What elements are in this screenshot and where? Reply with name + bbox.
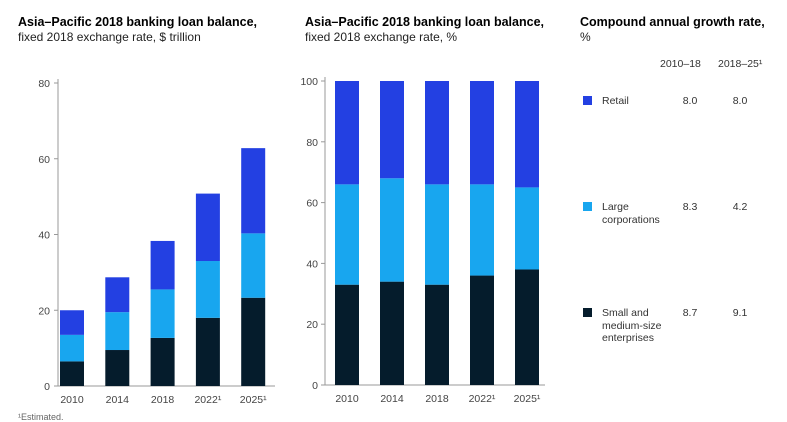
footnote: ¹Estimated. (18, 412, 64, 422)
growth-rate-title-line1: Compound annual growth rate, (580, 15, 765, 29)
left-bar-segment (195, 261, 220, 318)
mid-bar-segment (335, 184, 359, 285)
left-chart-title-line2: fixed 2018 exchange rate, $ trillion (18, 30, 201, 44)
sme-swatch (583, 308, 592, 317)
mid-bar-segment (515, 81, 539, 188)
growth-row-label: Large corporations (602, 201, 660, 226)
left-bar-segment (105, 277, 130, 313)
mid-bar-segment (335, 284, 359, 385)
left-bar-segment (105, 350, 130, 386)
left-x-tick-label: 2014 (106, 394, 130, 406)
left-y-tick-label: 0 (44, 381, 50, 393)
mid-bar-segment (470, 81, 494, 185)
growth-value-2010-18: 8.7 (682, 307, 698, 319)
left-bar-segment (150, 240, 175, 290)
left-x-tick-label: 2010 (60, 394, 84, 406)
left-x-tick-label: 2025¹ (240, 394, 267, 406)
growth-value-2018-25: 8.0 (732, 95, 748, 107)
mid-y-tick-label: 80 (306, 137, 318, 149)
left-bar-segment (241, 233, 266, 298)
left-y-tick-label: 40 (38, 230, 50, 242)
mid-y-tick-label: 100 (300, 76, 318, 88)
growth-rate-title: Compound annual growth rate, % (580, 14, 780, 45)
growth-row-label: Retail (602, 95, 629, 107)
left-y-tick-label: 20 (38, 305, 50, 317)
mid-bar-segment (425, 284, 449, 385)
large-corporations-swatch (583, 202, 592, 211)
left-bar-segment (150, 337, 175, 386)
mid-chart-title-line2: fixed 2018 exchange rate, % (305, 30, 458, 44)
mid-x-tick-label: 2018 (425, 393, 449, 405)
growth-rate-title-line2: % (580, 30, 591, 44)
left-chart-title-line1: Asia–Pacific 2018 banking loan balance, (18, 15, 257, 29)
growth-value-2018-25: 4.2 (732, 201, 748, 213)
mid-x-tick-label: 2014 (380, 393, 404, 405)
mid-bar-segment (380, 178, 404, 282)
left-bar-segment (195, 317, 220, 386)
mid-bar-segment (380, 281, 404, 385)
mid-bar-segment (470, 184, 494, 276)
left-bar-segment (105, 312, 130, 351)
left-y-tick-label: 80 (38, 78, 50, 90)
left-bar-segment (60, 361, 84, 386)
growth-value-2018-25: 9.1 (732, 307, 748, 319)
mid-bar-segment (425, 81, 449, 185)
left-y-tick-label: 60 (38, 154, 50, 166)
growth-header-2010-18: 2010–18 (660, 58, 701, 70)
mid-bar-segment (515, 269, 539, 385)
left-x-tick-label: 2022¹ (194, 394, 221, 406)
mid-y-tick-label: 60 (306, 198, 318, 210)
left-bar-segment (60, 334, 84, 362)
left-bar-segment (241, 148, 266, 234)
left-bar-segment (241, 297, 266, 386)
mid-bar-segment (425, 184, 449, 285)
mid-chart-title: Asia–Pacific 2018 banking loan balance, … (305, 14, 565, 45)
mid-bar-segment (470, 275, 494, 385)
mid-chart-title-line1: Asia–Pacific 2018 banking loan balance, (305, 15, 544, 29)
growth-header-2018-25: 2018–25¹ (718, 58, 763, 70)
growth-value-2010-18: 8.3 (682, 201, 698, 213)
mid-bar-segment (380, 81, 404, 179)
mid-x-tick-label: 2025¹ (514, 393, 541, 405)
mid-bar-segment (335, 81, 359, 185)
left-bar-segment (60, 310, 84, 335)
growth-value-2010-18: 8.0 (682, 95, 698, 107)
mid-y-tick-label: 20 (306, 319, 318, 331)
retail-swatch (583, 96, 592, 105)
growth-row-label: Small and medium-size enterprises (602, 307, 662, 344)
mid-x-tick-label: 2010 (335, 393, 359, 405)
left-bar-segment (195, 193, 220, 262)
mid-y-tick-label: 0 (312, 380, 318, 392)
mid-y-tick-label: 40 (306, 258, 318, 270)
mid-bar-segment (515, 187, 539, 270)
left-x-tick-label: 2018 (151, 394, 175, 406)
left-chart-title: Asia–Pacific 2018 banking loan balance, … (18, 14, 288, 45)
left-bar-segment (150, 289, 175, 338)
mid-x-tick-label: 2022¹ (469, 393, 496, 405)
